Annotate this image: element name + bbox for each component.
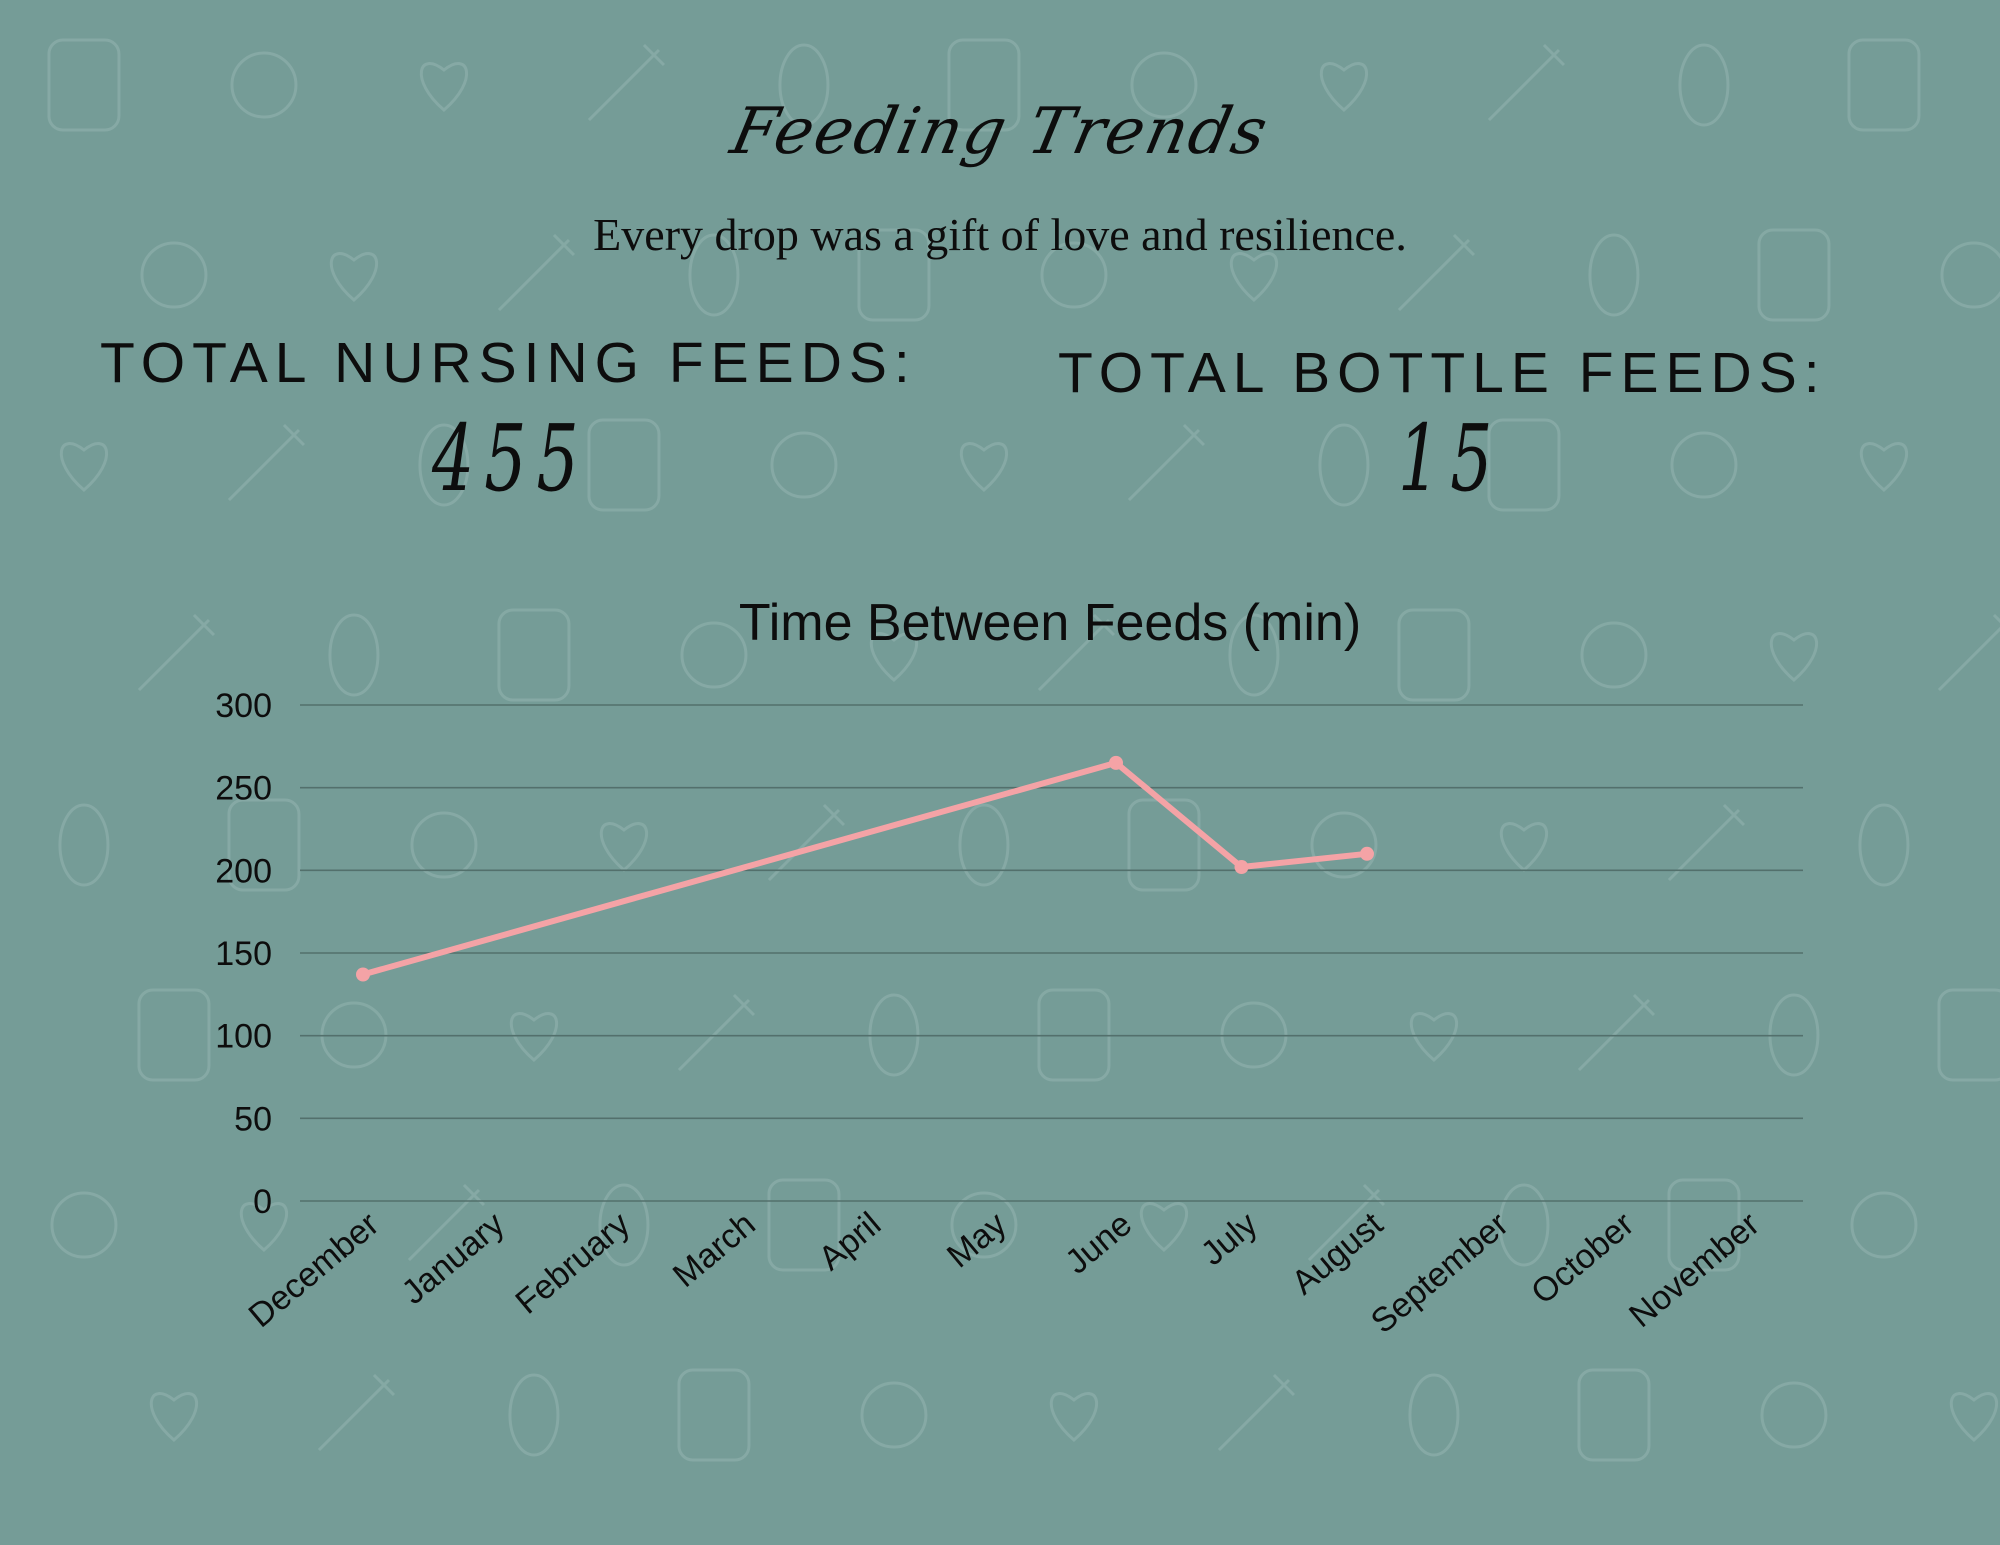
data-point	[356, 967, 370, 982]
data-point	[1360, 846, 1374, 861]
x-tick-label: October	[1524, 1205, 1641, 1312]
x-tick-label: September	[1364, 1205, 1516, 1341]
x-tick-label: May	[940, 1205, 1014, 1275]
bottle-feeds-value: 15	[1398, 405, 1503, 512]
x-tick-label: June	[1058, 1205, 1139, 1282]
y-tick-label: 100	[215, 1018, 272, 1056]
gridlines	[300, 704, 1803, 1202]
x-tick-label: February	[508, 1205, 637, 1322]
y-tick-label: 50	[234, 1100, 272, 1138]
data-point	[1234, 860, 1249, 875]
x-tick-label: January	[395, 1205, 512, 1312]
y-tick-label: 250	[215, 770, 272, 808]
chart-title: Time Between Feeds (min)	[739, 594, 1361, 652]
nursing-feeds-value: 455	[432, 405, 589, 512]
y-tick-label: 300	[215, 687, 272, 725]
data-point	[1109, 755, 1123, 770]
x-tick-label: December	[242, 1205, 387, 1335]
x-tick-label: March	[666, 1205, 763, 1295]
x-tick-label: November	[1622, 1205, 1767, 1335]
x-tick-label: July	[1194, 1205, 1265, 1273]
y-tick-label: 0	[253, 1183, 272, 1221]
x-tick-label: August	[1285, 1205, 1391, 1303]
x-tick-label: April	[812, 1205, 889, 1278]
y-tick-label: 200	[215, 852, 272, 890]
nursing-feeds-label: TOTAL NURSING FEEDS:	[100, 331, 917, 395]
series-line	[360, 759, 1370, 978]
y-tick-label: 150	[215, 935, 272, 973]
bottle-feeds-label: TOTAL BOTTLE FEEDS:	[1058, 341, 1827, 405]
page-subtitle: Every drop was a gift of love and resili…	[593, 209, 1407, 260]
